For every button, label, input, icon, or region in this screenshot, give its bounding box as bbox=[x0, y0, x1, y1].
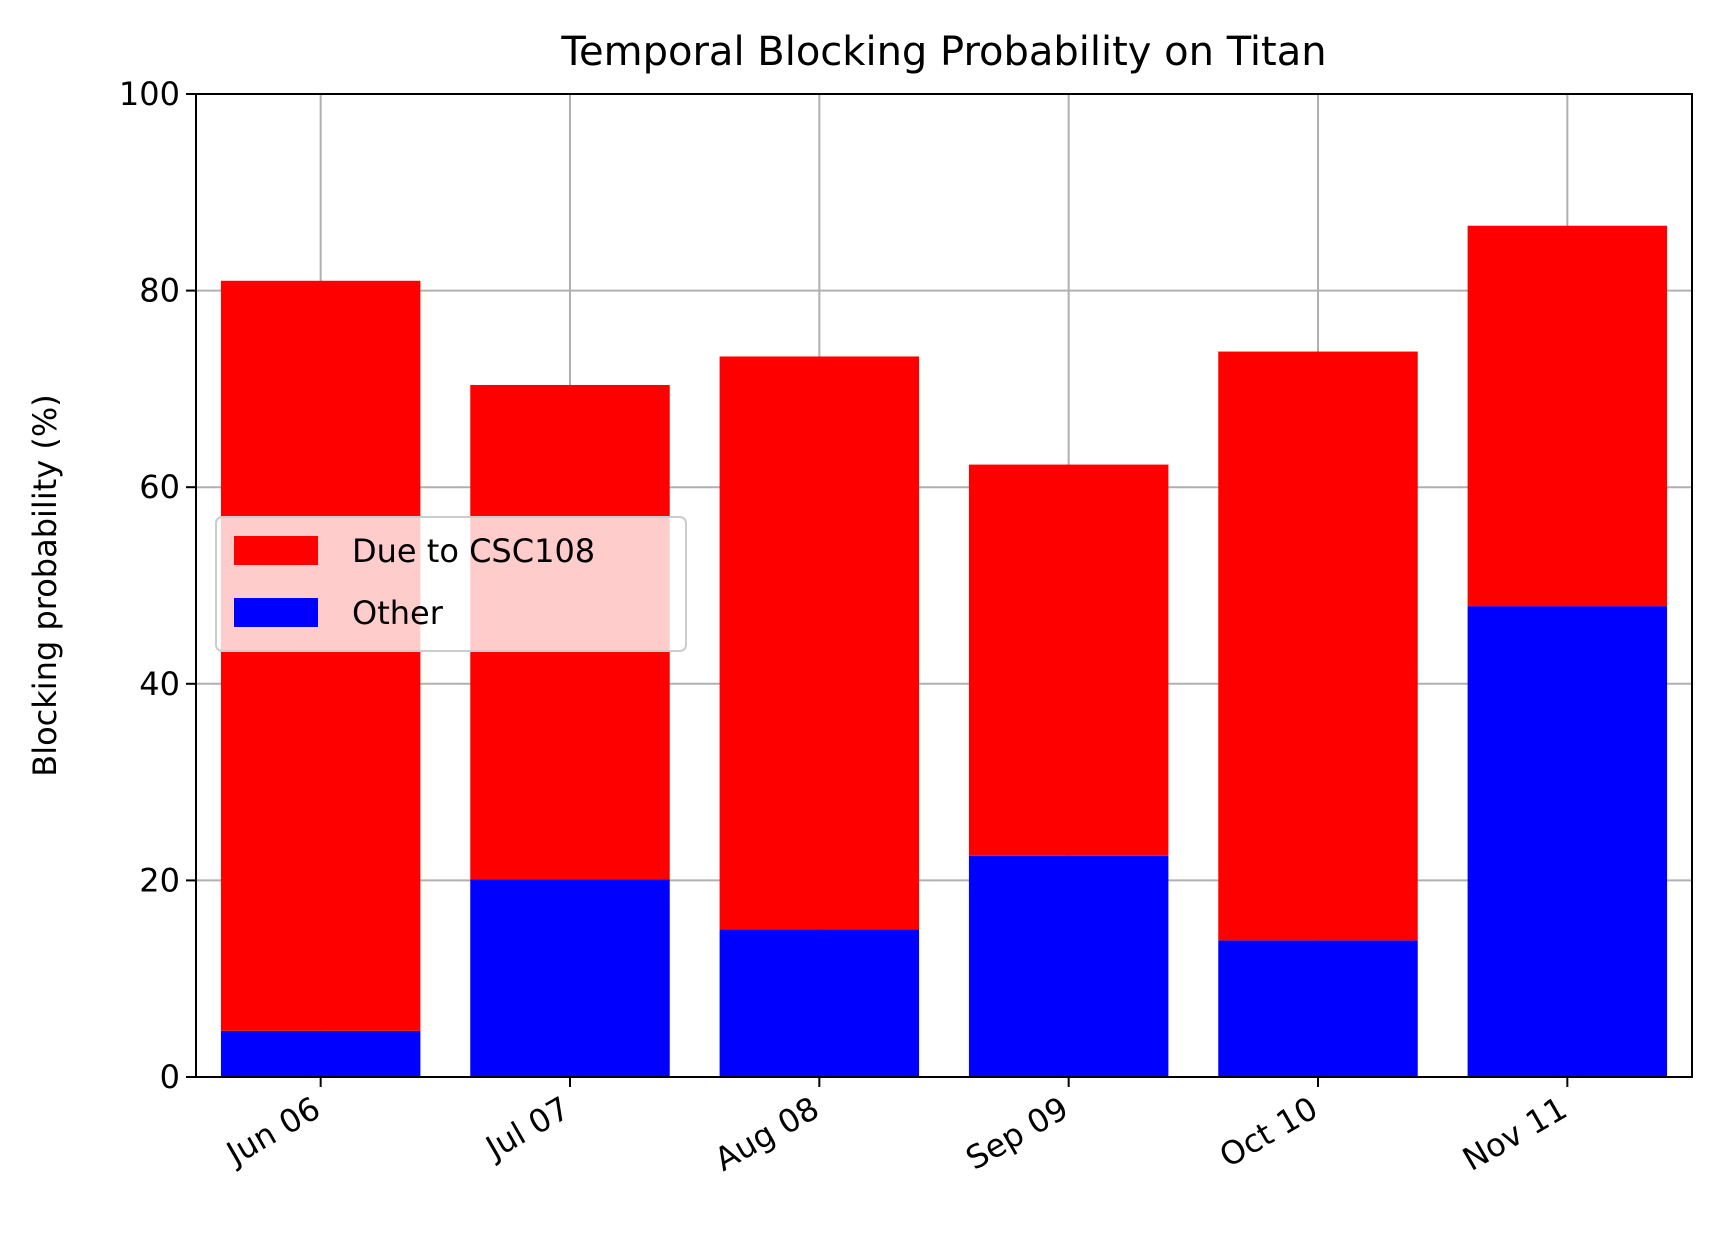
y-tick-label: 80 bbox=[139, 272, 180, 310]
y-tick-label: 40 bbox=[139, 665, 180, 703]
y-tick-label: 0 bbox=[160, 1058, 180, 1096]
x-tick-label: Nov 11 bbox=[1456, 1089, 1573, 1179]
legend-label: Due to CSC108 bbox=[352, 532, 595, 570]
bar-segment bbox=[220, 1030, 421, 1077]
bar-segment bbox=[719, 929, 920, 1077]
y-tick-label: 20 bbox=[139, 861, 180, 899]
bar-segment bbox=[220, 280, 421, 1031]
x-tick-label: Aug 08 bbox=[708, 1089, 825, 1179]
legend-box bbox=[215, 516, 687, 652]
bar-segment bbox=[1467, 606, 1668, 1077]
x-tick-label: Oct 10 bbox=[1213, 1089, 1324, 1175]
bar-segment bbox=[1218, 940, 1418, 1077]
y-axis-ticks: 0 20 40 60 80 100 bbox=[119, 75, 196, 1096]
bar-segment bbox=[1467, 225, 1668, 607]
legend-swatch bbox=[234, 598, 318, 627]
legend: Due to CSC108 Other bbox=[215, 516, 687, 652]
bar-segment bbox=[968, 855, 1169, 1077]
x-tick-label: Sep 09 bbox=[959, 1089, 1074, 1178]
x-tick-label: Jul 07 bbox=[478, 1089, 576, 1168]
chart-title: Temporal Blocking Probability on Titan bbox=[560, 29, 1326, 75]
y-axis-label: Blocking probability (%) bbox=[26, 394, 64, 776]
plot-frame bbox=[195, 93, 1693, 1078]
bar-segment bbox=[1218, 351, 1418, 941]
x-tick-label: Jun 06 bbox=[219, 1089, 327, 1173]
bar-segment bbox=[968, 464, 1169, 856]
legend-swatch bbox=[234, 536, 318, 565]
x-axis-ticks: Jun 06 Jul 07 Aug 08 Sep 09 Oct 10 Nov 11 bbox=[219, 1077, 1573, 1179]
y-tick-label: 60 bbox=[139, 468, 180, 506]
y-tick-label: 100 bbox=[119, 75, 180, 113]
bar-segment bbox=[470, 879, 670, 1077]
legend-label: Other bbox=[352, 594, 444, 632]
bar-segment bbox=[719, 356, 920, 930]
bars bbox=[220, 225, 1668, 1077]
